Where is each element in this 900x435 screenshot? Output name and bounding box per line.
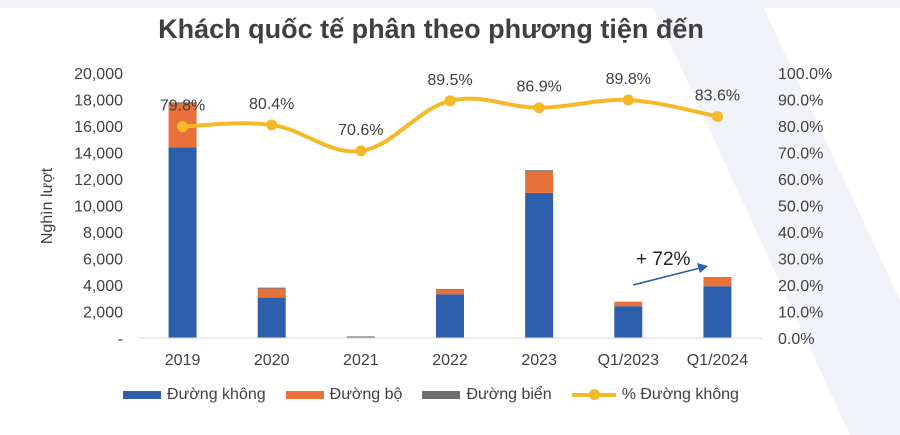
y-tick-label: - [118,331,123,348]
legend-swatch [123,391,162,399]
line-point-2020 [266,119,278,131]
data-label: 80.4% [249,96,294,113]
legend-label: Đường không [167,386,266,403]
bar-đường-biển-Q1/2024 [703,277,732,278]
y2-tick-label: 0.0% [778,331,814,348]
y2-axis-ticks: 100.0% 90.0% 80.0% 70.0% 60.0% 50.0% 40.0% 30.0… [778,66,832,348]
bar-đường-không-Q1/2024 [703,286,732,338]
data-label: 83.6% [695,87,740,104]
legend: Đường không Đường bộ Đường biển % Đường khô… [0,386,862,404]
bar-đường-biển-2023 [525,170,554,172]
bar-đường-không-2019 [168,147,197,338]
bar-đường-biển-2021 [346,336,375,338]
x-tick-label: Q1/2024 [687,352,748,369]
y-tick-label: 12,000 [74,172,123,189]
bar-đường-biển-2020 [257,287,286,289]
chart-plot: 20,000 18,000 16,000 14,000 12,000 10,000 8,00… [39,66,832,369]
legend-label: Đường bộ [329,386,403,403]
legend-item: Đường bộ [285,386,403,404]
x-tick-label: 2019 [165,352,201,369]
y2-tick-label: 40.0% [778,225,823,242]
line-point-Q1/2024 [711,110,723,122]
bar-đường-biển-2022 [436,288,464,290]
bar-đường-bộ-2022 [436,289,464,295]
bar-đường-bộ-2020 [257,288,286,298]
y2-tick-label: 20.0% [778,278,823,295]
y-tick-label: 2,000 [83,305,123,322]
legend-line-swatch [571,389,616,400]
data-label: 89.5% [427,72,472,89]
y-axis-ticks: 20,000 18,000 16,000 14,000 12,000 10,000 8,00… [74,66,123,348]
y-tick-label: 4,000 [83,278,123,295]
y-tick-label: 18,000 [74,93,123,110]
y2-tick-label: 50.0% [778,199,823,216]
x-tick-label: Q1/2023 [598,352,659,369]
growth-annotation-label: + 72% [636,249,691,270]
legend-label: Đường biển [466,386,552,403]
data-label: 79.8% [160,98,205,115]
line-point-Q1/2023 [622,94,634,106]
line-point-2022 [444,95,456,107]
y2-tick-label: 90.0% [778,93,823,110]
legend-item: Đường biển [422,386,552,404]
legend-item: % Đường không [571,386,739,404]
data-label: 86.9% [516,79,561,96]
line-series [177,94,723,157]
y-tick-label: 16,000 [74,119,123,136]
line-point-2019 [177,121,189,133]
bar-đường-bộ-Q1/2023 [614,301,643,307]
x-tick-label: 2023 [521,352,557,369]
y2-tick-label: 10.0% [778,305,823,322]
y-tick-label: 8,000 [83,225,123,242]
bar-đường-không-2022 [436,294,464,338]
bar-đường-bộ-Q1/2024 [703,277,732,287]
data-labels: 79.8% 80.4% 70.6% 89.5% 86.9% 89.8% 83.6% [160,71,740,139]
y-axis-label: Nghìn lượt [39,167,56,244]
y2-tick-label: 30.0% [778,252,823,269]
legend-swatch [285,391,324,399]
growth-arrow-line [632,267,701,286]
y-tick-label: 20,000 [74,66,123,83]
y2-tick-label: 60.0% [778,172,823,189]
bar-đường-biển-2019 [168,102,197,104]
y-tick-label: 6,000 [83,252,123,269]
legend-swatch [422,391,461,399]
x-tick-label: 2020 [254,352,290,369]
bar-đường-không-2023 [525,192,554,338]
y2-tick-label: 70.0% [778,146,823,163]
legend-label: % Đường không [621,386,739,403]
y-tick-label: 10,000 [74,199,123,216]
x-axis-ticks: 2019 2020 2021 2022 2023 Q1/2023 Q1/2024 [165,352,748,369]
line-point-2023 [533,102,545,114]
bar-đường-không-Q1/2023 [614,306,643,338]
x-tick-label: 2022 [432,352,468,369]
data-label: 70.6% [338,122,383,139]
chart-title: Khách quốc tế phân theo phương tiện đến [158,14,704,44]
bar-đường-không-2020 [257,297,286,338]
y2-tick-label: 100.0% [778,66,832,83]
y2-tick-label: 80.0% [778,119,823,136]
line-point-2021 [355,145,367,157]
y-tick-label: 14,000 [74,146,123,163]
growth-annotation: + 72% [632,249,708,286]
x-tick-label: 2021 [343,352,379,369]
data-label: 89.8% [606,71,651,88]
legend-item: Đường không [123,386,266,404]
growth-arrow-head [697,263,708,273]
bars [168,102,732,338]
bar-đường-bộ-2023 [525,171,554,193]
